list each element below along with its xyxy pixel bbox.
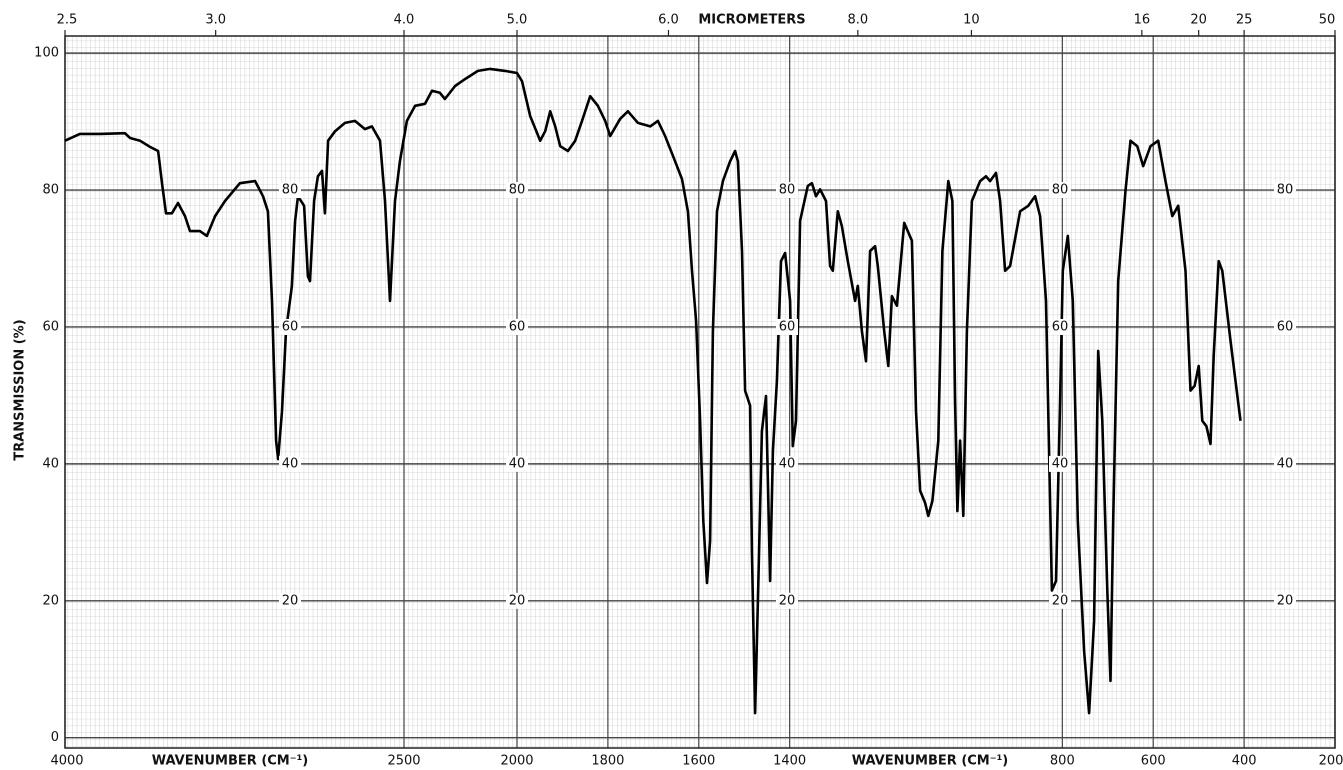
x-tick-label: 1800 — [591, 754, 624, 769]
inner-label-bg — [776, 182, 798, 199]
inner-label-bg — [776, 455, 798, 472]
y-axis-title: TRANSMISSION (%) — [13, 319, 28, 460]
x2-axis-title: MICROMETERS — [698, 13, 805, 28]
x2-tick-label: 10 — [963, 13, 980, 28]
x-tick-label: 1600 — [682, 754, 715, 769]
inner-label-bg — [1049, 455, 1071, 472]
marks — [64, 67, 1242, 715]
y-tick-label: 60 — [42, 319, 59, 334]
inner-label-bg — [776, 592, 798, 609]
y-tick-label: 100 — [34, 46, 59, 61]
x2-tick-label: 16 — [1134, 13, 1151, 28]
inner-label-bg — [279, 455, 301, 472]
inner-label-bg — [1049, 592, 1071, 609]
plot-frame — [64, 35, 1336, 749]
inner-label-bg — [1274, 592, 1296, 609]
inner-label-bg — [506, 592, 528, 609]
x2-tick-label: 2.5 — [57, 13, 78, 28]
inner-y-label: 60 — [509, 319, 526, 334]
x2-tick-label: 8.0 — [847, 13, 868, 28]
x-tick-label: 600 — [1141, 754, 1166, 769]
x-tick-label: 800 — [1050, 754, 1075, 769]
inner-y-label: 20 — [509, 593, 526, 608]
x2-tick-label: 6.0 — [658, 13, 679, 28]
y-tick-label: 40 — [42, 456, 59, 471]
inner-y-label: 40 — [509, 456, 526, 471]
y-tick-label: 20 — [42, 593, 59, 608]
inner-label-bg — [279, 182, 301, 199]
x-axis-title: WAVENUMBER (CM⁻¹) — [152, 754, 309, 769]
x-tick-label: 1400 — [773, 754, 806, 769]
inner-y-label: 60 — [779, 319, 796, 334]
inner-y-label: 60 — [1052, 319, 1069, 334]
label-bg — [836, 752, 1024, 770]
inner-label-bg — [506, 182, 528, 199]
inner-y-label: 80 — [779, 183, 796, 198]
x2-tick-label: 4.0 — [394, 13, 415, 28]
inner-label-bg — [506, 455, 528, 472]
x-axis-title: WAVENUMBER (CM⁻¹) — [852, 754, 1009, 769]
inner-y-label: 80 — [509, 183, 526, 198]
x-tick-label: 2500 — [387, 754, 420, 769]
inner-label-bg — [776, 318, 798, 335]
inner-y-label: 60 — [1277, 319, 1294, 334]
inner-y-label: 40 — [1277, 456, 1294, 471]
inner-y-label: 40 — [779, 456, 796, 471]
x-tick-label: 2000 — [500, 754, 533, 769]
y-tick-label: 80 — [42, 183, 59, 198]
label-bg — [136, 752, 324, 770]
x-tick-label: 4000 — [50, 754, 83, 769]
inner-label-bg — [1274, 455, 1296, 472]
y-tick-label: 0 — [51, 730, 59, 745]
inner-y-label: 20 — [779, 593, 796, 608]
inner-y-label: 40 — [282, 456, 299, 471]
inner-label-bg — [279, 318, 301, 335]
inner-label-bg — [1274, 318, 1296, 335]
inner-label-bg — [1049, 318, 1071, 335]
inner-label-bg — [1049, 182, 1071, 199]
spectrum-line — [64, 67, 1242, 715]
x2-tick-label: 5.0 — [507, 13, 528, 28]
inner-y-label: 80 — [282, 183, 299, 198]
x-tick-label: 200 — [1319, 754, 1343, 769]
x2-tick-label: 50 — [1319, 13, 1336, 28]
inner-y-label: 40 — [1052, 456, 1069, 471]
inner-label-bg — [279, 592, 301, 609]
inner-label-bg — [506, 318, 528, 335]
inner-label-bg — [1274, 182, 1296, 199]
inner-y-label: 20 — [282, 593, 299, 608]
x-tick-label: 400 — [1232, 754, 1257, 769]
inner-y-label: 20 — [1052, 593, 1069, 608]
x2-tick-label: 25 — [1236, 13, 1253, 28]
inner-y-label: 80 — [1052, 183, 1069, 198]
inner-y-label: 20 — [1277, 593, 1294, 608]
inner-y-label: 60 — [282, 319, 299, 334]
x2-tick-label: 3.0 — [205, 13, 226, 28]
x2-tick-label: 20 — [1190, 13, 1207, 28]
inner-y-label: 80 — [1277, 183, 1294, 198]
